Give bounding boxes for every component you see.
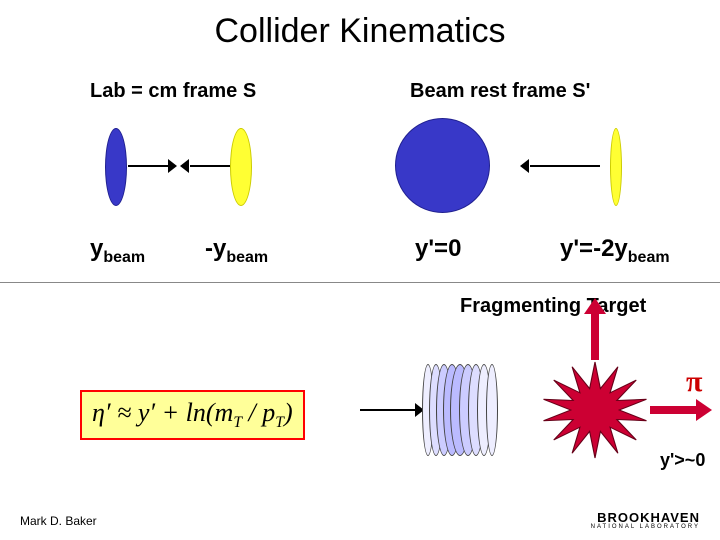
yprime-minus2y-sub: beam: [628, 249, 670, 266]
divider: [0, 282, 720, 283]
arrow-line: [360, 409, 415, 411]
author: Mark D. Baker: [20, 514, 97, 528]
arrow-line: [190, 165, 230, 167]
fragmenting-target-label: Fragmenting Target: [460, 295, 646, 318]
ybeam-neg: -ybeam: [205, 235, 268, 267]
page-title: Collider Kinematics: [0, 12, 720, 51]
starburst-icon: [540, 360, 650, 460]
arrow-head-icon: [520, 159, 529, 173]
ybeam-pos-sub: beam: [103, 249, 145, 266]
arrow-head-icon: [180, 159, 189, 173]
yprime-minus2y-txt: y'=-2y: [560, 235, 628, 262]
brookhaven-logo: BROOKHAVEN NATIONAL LABORATORY: [591, 511, 700, 530]
disc: [486, 364, 498, 456]
yprime-zero: y'=0: [415, 235, 461, 263]
rest-blue-beam: [395, 118, 490, 213]
arrow-right-head-icon: [696, 399, 712, 421]
ybeam-neg-minus-y: -y: [205, 235, 226, 262]
arrow-right-stem: [650, 406, 696, 414]
lab-blue-beam: [105, 128, 127, 206]
yprime-gt-zero: y'>~0: [660, 450, 705, 471]
arrow-line: [530, 165, 600, 167]
arrow-head-icon: [168, 159, 177, 173]
ybeam-pos: ybeam: [90, 235, 145, 267]
yprime-minus2y: y'=-2ybeam: [560, 235, 670, 267]
arrow-up-head-icon: [584, 298, 606, 314]
rest-yellow-beam: [610, 128, 622, 206]
ybeam-pos-y: y: [90, 235, 103, 262]
right-frame-label: Beam rest frame S': [410, 80, 590, 103]
left-frame-label: Lab = cm frame S: [90, 80, 256, 103]
lab-yellow-beam: [230, 128, 252, 206]
eta-formula: η′ ≈ y′ + ln(mT / pT): [80, 390, 305, 440]
lab-subtitle: NATIONAL LABORATORY: [591, 524, 700, 530]
arrow-up-stem: [591, 314, 599, 360]
arrow-line: [128, 165, 168, 167]
pi-label: π: [686, 365, 702, 399]
slide: Collider Kinematics Lab = cm frame S Bea…: [0, 0, 720, 540]
ybeam-neg-sub: beam: [226, 249, 268, 266]
lab-name: BROOKHAVEN: [597, 510, 700, 525]
